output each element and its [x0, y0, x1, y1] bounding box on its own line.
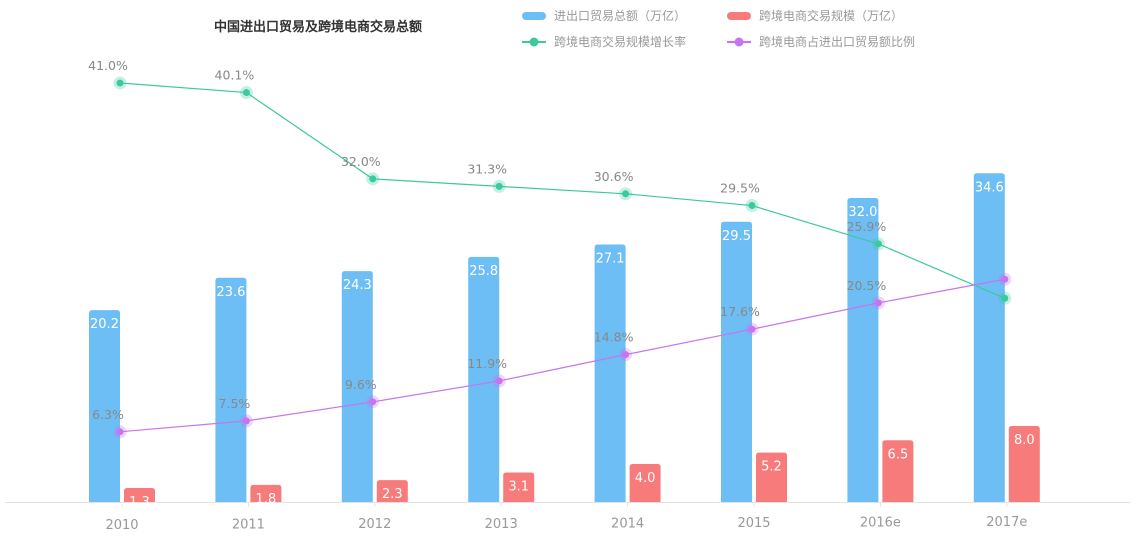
point-value-label: 14.8% — [594, 330, 634, 345]
point-value-label: 6.3% — [92, 407, 124, 422]
bar-value-label: 1.3 — [129, 495, 150, 510]
point-value-label: 17.6% — [720, 304, 760, 319]
legend-label: 进出口贸易总额（万亿） — [554, 8, 686, 23]
point-value-label: 41.0% — [88, 58, 128, 73]
chart-title: 中国进出口贸易及跨境电商交易总额 — [214, 19, 422, 35]
data-point[interactable] — [1001, 294, 1009, 302]
x-tick-label: 2013 — [485, 517, 518, 532]
legend-item[interactable]: 跨境电商交易规模增长率 — [522, 34, 686, 49]
data-point[interactable] — [1001, 275, 1009, 283]
trade-total-bar — [721, 221, 752, 502]
ecommerce-scale-bar — [756, 452, 787, 502]
bar-value-label: 23.6 — [216, 285, 245, 300]
bar-value-label: 25.8 — [469, 264, 498, 279]
data-point[interactable] — [748, 202, 756, 210]
legend-item[interactable]: 跨境电商占进出口贸易额比例 — [727, 34, 915, 49]
bar-value-label: 27.1 — [596, 252, 625, 267]
legend-marker — [734, 37, 744, 47]
bar-value-label: 4.0 — [635, 471, 656, 486]
point-value-label: 11.9% — [467, 356, 507, 371]
bar-value-label: 3.1 — [508, 480, 529, 495]
data-point[interactable] — [495, 377, 503, 385]
data-point[interactable] — [242, 89, 250, 97]
ecommerce-scale-bar — [376, 480, 408, 502]
ecommerce-scale-bar — [1008, 426, 1040, 502]
share-ratio-line — [119, 278, 1005, 433]
ecommerce-scale-bar — [882, 440, 914, 502]
growth-rate-line — [119, 82, 1006, 299]
point-value-label: 31.3% — [467, 161, 507, 176]
data-point[interactable] — [622, 190, 630, 198]
data-point[interactable] — [874, 240, 882, 248]
bar-value-label: 20.2 — [90, 317, 119, 332]
legend: 进出口贸易总额（万亿） 跨境电商交易规模（万亿） 跨境电商交易规模增长率 跨境电商占进… — [522, 8, 915, 49]
bar-value-label: 1.8 — [256, 492, 277, 507]
point-value-label: 25.9% — [847, 219, 887, 234]
ecommerce-scale-bar — [250, 484, 282, 502]
point-value-label: 7.5% — [219, 396, 251, 411]
legend-item[interactable]: 进出口贸易总额（万亿） — [522, 8, 686, 23]
bar-value-label: 2.3 — [382, 487, 403, 502]
trade-total-bar — [215, 277, 247, 502]
legend-marker — [529, 37, 539, 47]
trade-total-bar — [468, 256, 500, 502]
data-point[interactable] — [748, 325, 756, 333]
point-value-label: 20.5% — [847, 278, 887, 293]
trade-total-bar — [594, 244, 626, 503]
ecommerce-scale-bar — [503, 472, 535, 502]
x-tick-label: 2010 — [105, 518, 138, 533]
bar-value-label: 29.5 — [722, 229, 751, 244]
legend-label: 跨境电商交易规模（万亿） — [759, 8, 903, 23]
data-point[interactable] — [369, 175, 377, 183]
x-tick-label: 2016e — [860, 516, 901, 531]
ecommerce-scale-bar — [124, 488, 155, 502]
bar-value-label: 6.5 — [888, 447, 909, 462]
x-tick-label: 2015 — [737, 516, 770, 531]
trade-total-bar — [341, 271, 373, 502]
point-value-label: 32.0% — [341, 154, 381, 169]
data-point[interactable] — [622, 351, 630, 359]
data-point[interactable] — [116, 428, 124, 436]
data-point[interactable] — [242, 417, 250, 425]
legend-label: 跨境电商交易规模增长率 — [554, 34, 686, 49]
trade-total-bar — [89, 310, 120, 502]
legend-swatch — [522, 12, 546, 20]
data-point[interactable] — [116, 79, 124, 87]
bar-value-label: 8.0 — [1014, 433, 1035, 448]
legend-item[interactable]: 跨境电商交易规模（万亿） — [727, 8, 903, 23]
trade-total-bar — [973, 173, 1005, 503]
bar-value-label: 24.3 — [343, 278, 372, 293]
ecommerce-scale-bar — [629, 464, 661, 502]
legend-label: 跨境电商占进出口贸易额比例 — [759, 34, 915, 49]
point-value-label: 29.5% — [720, 181, 760, 196]
point-value-label: 40.1% — [215, 68, 255, 83]
x-tick-label: 2014 — [611, 516, 644, 531]
trade-total-bar — [847, 198, 879, 502]
x-tick-label: 2017e — [986, 515, 1027, 530]
data-point[interactable] — [874, 299, 882, 307]
legend-swatch — [727, 12, 751, 20]
x-tick-label: 2011 — [232, 518, 265, 533]
bar-value-label: 32.0 — [848, 205, 877, 220]
data-point[interactable] — [495, 182, 503, 190]
data-point[interactable] — [369, 398, 377, 406]
point-value-label: 30.6% — [594, 169, 634, 184]
point-value-label: 9.6% — [345, 377, 377, 392]
x-tick-label: 2012 — [358, 517, 391, 532]
bar-value-label: 34.6 — [975, 180, 1004, 195]
bar-value-label: 5.2 — [761, 460, 782, 475]
